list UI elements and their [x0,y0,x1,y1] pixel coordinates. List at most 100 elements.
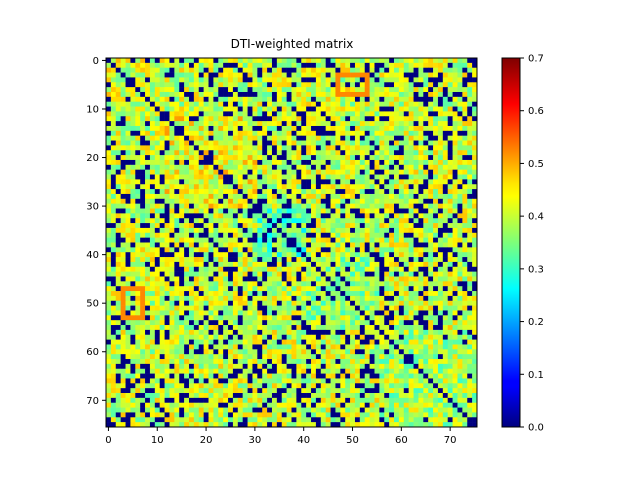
matrix-cell [301,111,307,117]
matrix-cell [462,276,468,282]
matrix-cell [213,106,219,112]
matrix-cell [301,300,307,306]
matrix-cell [247,344,253,350]
matrix-cell [174,155,180,161]
matrix-cell [276,363,283,370]
matrix-cell [354,145,361,151]
matrix-cell [345,373,351,379]
matrix-cell [169,281,175,287]
matrix-cell [232,257,239,263]
matrix-cell [320,242,326,248]
matrix-cell [115,368,121,374]
matrix-cell [389,295,395,302]
matrix-cell [267,349,273,355]
matrix-cell [179,193,185,200]
matrix-cell [442,184,449,190]
matrix-cell [315,184,322,190]
matrix-cell [315,310,322,316]
matrix-cell [193,77,200,83]
matrix-cell [271,67,278,73]
matrix-cell [110,295,117,302]
matrix-cell [276,271,283,277]
matrix-cell [154,140,160,146]
matrix-cell [223,77,229,83]
matrix-cell [315,242,322,248]
matrix-cell [247,135,253,141]
matrix-cell [110,189,117,195]
matrix-cell [267,300,273,306]
matrix-cell [462,349,468,355]
matrix-cell [154,58,160,64]
matrix-cell [262,82,268,88]
matrix-cell [228,169,234,175]
matrix-cell [374,62,380,69]
matrix-cell [203,184,209,190]
matrix-cell [115,213,121,219]
matrix-cell [169,261,175,268]
matrix-cell [320,96,326,102]
matrix-cell [179,174,185,180]
matrix-cell [286,155,292,161]
matrix-cell [213,111,219,117]
matrix-cell [330,310,336,316]
matrix-cell [447,82,453,88]
matrix-cell [164,155,170,161]
matrix-cell [242,111,248,117]
matrix-cell [208,116,214,122]
matrix-cell [423,300,429,306]
matrix-cell [428,305,434,311]
matrix-cell [398,101,405,107]
matrix-cell [413,58,419,64]
matrix-cell [296,363,302,370]
matrix-cell [379,116,385,122]
matrix-cell [135,261,141,268]
matrix-cell [379,373,385,379]
matrix-cell [271,257,278,263]
matrix-cell [452,223,458,229]
matrix-cell [218,121,224,127]
matrix-cell [149,145,156,151]
matrix-cell [257,286,263,292]
matrix-cell [184,91,190,98]
matrix-cell [364,184,370,190]
matrix-cell [213,159,219,166]
matrix-cell [286,281,292,287]
matrix-cell [418,62,424,69]
matrix-cell [135,295,141,302]
matrix-cell [223,203,229,209]
matrix-cell [403,354,409,360]
matrix-cell [437,232,444,238]
matrix-cell [188,300,195,306]
matrix-cell [198,286,204,292]
matrix-cell [311,257,317,263]
matrix-cell [281,305,287,311]
matrix-cell [140,320,146,326]
matrix-cell [223,91,229,98]
matrix-cell [467,286,473,292]
matrix-cell [208,164,214,170]
matrix-cell [262,276,268,282]
matrix-cell [120,184,126,190]
matrix-cell [394,325,400,331]
matrix-cell [208,300,214,306]
matrix-cell [130,315,136,321]
matrix-cell [306,67,312,73]
matrix-cell [291,82,297,88]
matrix-cell [325,198,331,204]
matrix-cell [418,247,424,253]
matrix-cell [179,325,185,331]
matrix-cell [350,101,356,107]
matrix-cell [442,315,449,321]
matrix-cell [296,291,302,297]
matrix-cell [394,179,400,185]
matrix-cell [413,159,419,166]
matrix-cell [262,354,268,360]
matrix-cell [457,62,463,69]
matrix-cell [437,305,444,311]
matrix-cell [330,266,336,272]
matrix-cell [188,198,195,204]
matrix-cell [330,349,336,355]
matrix-cell [213,334,219,340]
matrix-cell [281,179,287,185]
matrix-cell [320,130,326,136]
